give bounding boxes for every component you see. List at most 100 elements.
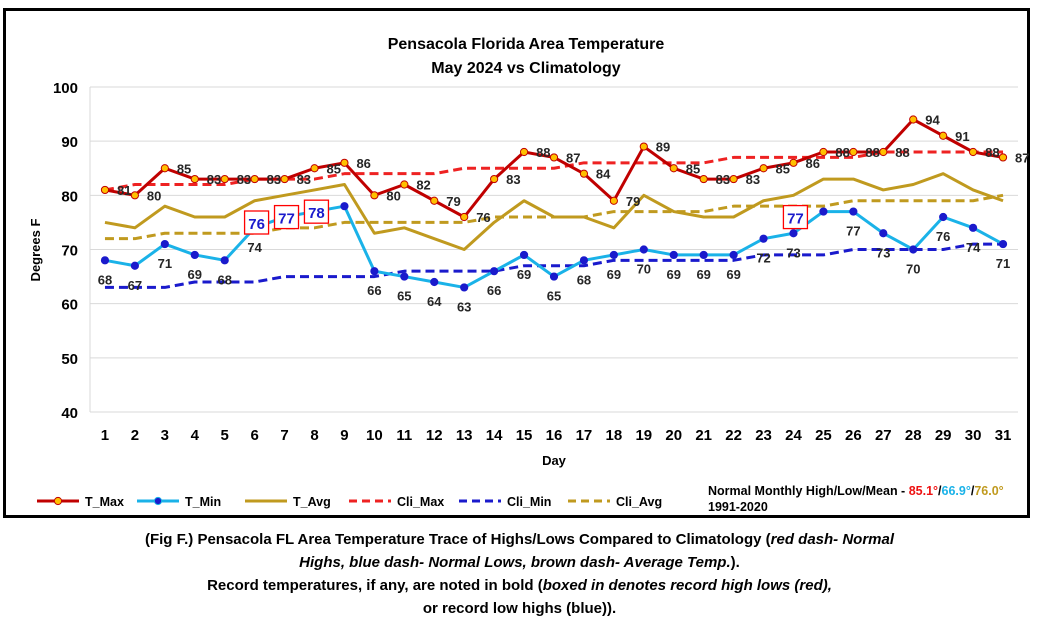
data-point-t-max: [849, 147, 858, 157]
data-label-t-min: 68: [577, 272, 591, 287]
data-label-t-max: 88: [536, 145, 550, 160]
data-point-t-max: [759, 164, 768, 173]
data-point-t-min: [340, 202, 349, 211]
x-tick-label: 26: [845, 427, 862, 444]
series-line-t-avg: [104, 172, 1004, 251]
x-tick-label: 11: [396, 427, 412, 444]
data-label-t-max: 86: [356, 156, 370, 171]
x-tick-label: 25: [815, 427, 832, 444]
data-point-t-max: [909, 115, 918, 124]
data-label-t-min: 70: [906, 262, 920, 277]
data-point-t-max: [609, 196, 618, 205]
record-box: [243, 210, 270, 235]
data-point-t-max: [400, 180, 409, 189]
data-label-t-min: 71: [158, 256, 172, 271]
x-tick-label: 6: [250, 427, 258, 444]
data-label-t-min: 70: [637, 262, 651, 277]
data-point-t-min: [160, 239, 169, 249]
record-label: 77: [278, 211, 295, 228]
data-label-t-min: 72: [756, 251, 770, 266]
data-label-t-max: 80: [147, 188, 161, 203]
data-point-t-min: [519, 250, 529, 260]
data-point-t-max: [310, 164, 319, 173]
x-tick-label: 9: [340, 427, 348, 444]
x-tick-label: 27: [875, 427, 892, 444]
data-point-t-max: [430, 196, 439, 205]
data-point-t-max: [490, 174, 499, 184]
data-point-t-min: [609, 250, 618, 260]
y-tick-label: 50: [61, 351, 78, 368]
data-point-t-max: [789, 158, 798, 167]
record-box: [303, 199, 330, 224]
data-label-t-min: 66: [487, 283, 501, 298]
legend-label-t-min: T_Min: [185, 495, 221, 509]
data-label-t-max: 83: [506, 172, 520, 187]
data-label-t-min: 63: [457, 299, 471, 314]
data-label-t-max: 88: [865, 145, 879, 160]
x-tick-label: 14: [486, 427, 503, 444]
data-point-t-min: [130, 261, 140, 270]
figure-caption-line-2: Highs, blue dash- Normal Lows, brown das…: [0, 554, 1039, 571]
x-tick-label: 29: [935, 427, 952, 444]
data-point-t-min: [699, 250, 708, 260]
data-label-t-max: 88: [835, 145, 849, 160]
y-axis-label: Degrees F: [28, 219, 43, 282]
data-point-t-max: [160, 164, 169, 173]
data-point-t-min: [879, 229, 888, 238]
x-tick-label: 18: [606, 427, 623, 444]
x-tick-label: 7: [280, 427, 288, 444]
x-tick-label: 23: [755, 427, 772, 444]
data-label-t-min: 69: [726, 267, 740, 282]
x-tick-label: 2: [131, 427, 139, 444]
data-label-t-max: 81: [117, 183, 131, 198]
data-label-t-max: 83: [207, 172, 221, 187]
data-point-t-max: [819, 147, 828, 157]
x-tick-label: 21: [695, 427, 712, 444]
x-tick-label: 12: [426, 427, 443, 444]
data-point-t-min: [460, 283, 469, 292]
data-point-t-min: [968, 223, 978, 232]
data-label-t-min: 76: [936, 229, 950, 244]
legend-label-cli-min: Cli_Min: [507, 495, 551, 509]
data-point-t-max: [669, 164, 678, 173]
data-label-t-max: 80: [386, 188, 400, 203]
data-point-t-min: [849, 207, 858, 216]
data-label-t-max: 88: [985, 145, 999, 160]
data-point-t-max: [280, 174, 289, 184]
series-line-cli-min: [104, 242, 1004, 289]
record-label: 76: [248, 216, 265, 233]
y-tick-label: 100: [53, 80, 78, 97]
x-tick-label: 15: [516, 427, 533, 444]
data-point-t-max: [579, 169, 589, 178]
legend-marker: [53, 496, 63, 506]
data-point-t-min: [100, 256, 110, 265]
data-label-t-max: 91: [955, 129, 969, 144]
normal-low-value: 66.9°: [941, 484, 971, 498]
data-label-t-max: 88: [895, 145, 909, 160]
x-tick-label: 31: [995, 427, 1012, 444]
x-tick-label: 5: [221, 427, 229, 444]
data-point-t-max: [100, 185, 110, 195]
data-label-t-max: 85: [177, 161, 191, 176]
y-tick-label: 90: [61, 134, 78, 151]
data-point-t-min: [939, 212, 948, 222]
x-tick-label: 8: [310, 427, 318, 444]
legend-marker: [153, 496, 163, 506]
data-label-t-max: 83: [237, 172, 251, 187]
data-point-t-min: [549, 272, 559, 281]
record-box: [782, 204, 809, 230]
data-label-t-max: 86: [805, 156, 819, 171]
x-tick-label: 10: [366, 427, 383, 444]
data-label-t-max: 94: [925, 113, 940, 128]
caption-italic: boxed in denotes record high lows (red),: [542, 577, 832, 594]
figure-caption-line-1: (Fig F.) Pensacola FL Area Temperature T…: [0, 531, 1039, 548]
data-point-t-max: [879, 147, 888, 157]
record-box: [273, 204, 300, 230]
y-tick-label: 60: [61, 297, 78, 314]
y-tick-label: 40: [61, 405, 78, 422]
chart-title: Pensacola Florida Area Temperature: [388, 36, 665, 53]
data-point-t-max: [939, 131, 948, 140]
data-label-t-min: 73: [786, 245, 800, 260]
data-label-t-min: 69: [607, 267, 621, 282]
data-label-t-max: 89: [656, 140, 670, 155]
